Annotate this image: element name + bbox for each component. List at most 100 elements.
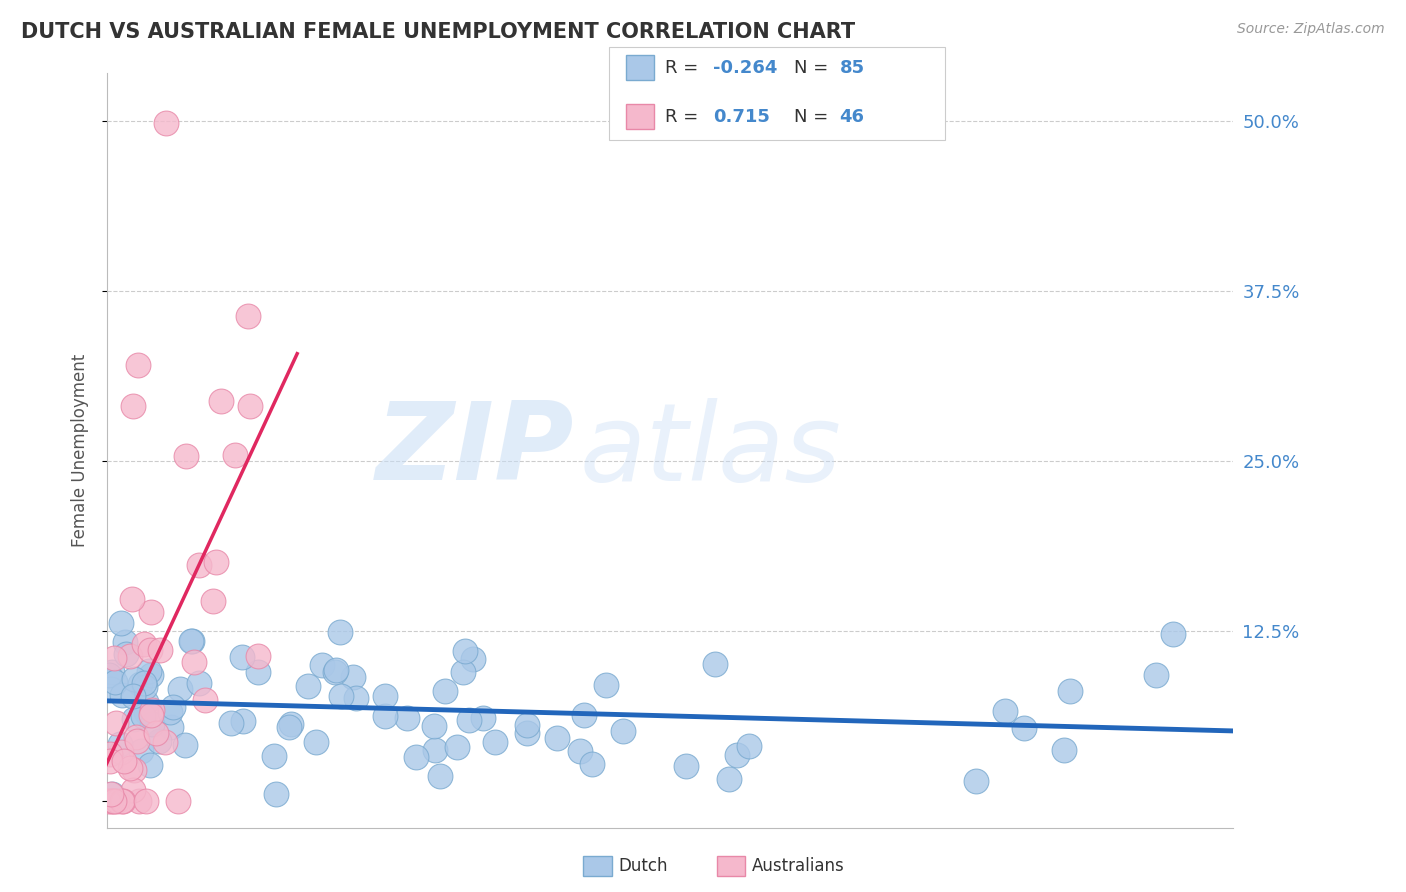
Point — [717, 772, 740, 786]
Point — [446, 740, 468, 755]
Point — [457, 713, 479, 727]
Point — [121, 399, 143, 413]
Point — [167, 794, 190, 808]
Text: R =: R = — [665, 59, 704, 77]
Point — [330, 690, 353, 704]
Point — [100, 681, 122, 696]
Point — [110, 616, 132, 631]
Point — [405, 749, 427, 764]
Point — [209, 394, 232, 409]
Point — [965, 773, 987, 788]
Point — [141, 717, 163, 731]
Point — [311, 657, 333, 672]
Text: Dutch: Dutch — [619, 857, 668, 875]
Point — [219, 716, 242, 731]
Point — [423, 743, 446, 757]
Point — [194, 693, 217, 707]
Point — [132, 708, 155, 723]
Point — [516, 718, 538, 732]
Point — [231, 650, 253, 665]
Point — [112, 754, 135, 768]
Point — [120, 761, 142, 775]
Point — [180, 633, 202, 648]
Point — [297, 679, 319, 693]
Point — [114, 635, 136, 649]
Point — [103, 651, 125, 665]
Point — [139, 757, 162, 772]
Point — [108, 737, 131, 751]
Point — [1144, 668, 1167, 682]
Point — [472, 711, 495, 725]
Point — [139, 708, 162, 723]
Point — [141, 703, 163, 717]
Point — [1053, 742, 1076, 756]
Point — [374, 708, 396, 723]
Point — [246, 665, 269, 679]
Point — [174, 449, 197, 463]
Point — [98, 754, 121, 768]
Point — [581, 757, 603, 772]
Point — [159, 706, 181, 720]
Point — [725, 747, 748, 762]
Point — [183, 655, 205, 669]
Point — [574, 708, 596, 723]
Point — [111, 688, 134, 702]
Point — [181, 633, 204, 648]
Point — [595, 677, 617, 691]
Text: 0.715: 0.715 — [713, 108, 769, 126]
Point — [188, 558, 211, 572]
Point — [738, 739, 761, 753]
Point — [100, 787, 122, 801]
Point — [187, 675, 209, 690]
Point — [100, 665, 122, 680]
Point — [124, 712, 146, 726]
Point — [612, 724, 634, 739]
Point — [105, 794, 128, 808]
Point — [124, 764, 146, 778]
Point — [423, 719, 446, 733]
Point — [704, 657, 727, 671]
Point — [128, 794, 150, 808]
Text: 85: 85 — [839, 59, 865, 77]
Point — [246, 649, 269, 664]
Point — [454, 644, 477, 658]
Point — [174, 738, 197, 752]
Point — [329, 625, 352, 640]
Point — [568, 744, 591, 758]
Point — [224, 449, 246, 463]
Point — [149, 642, 172, 657]
Point — [122, 689, 145, 703]
Point — [110, 745, 132, 759]
Point — [115, 648, 138, 662]
Point — [129, 744, 152, 758]
Point — [325, 665, 347, 680]
Point — [139, 605, 162, 619]
Point — [239, 399, 262, 413]
Point — [451, 665, 474, 680]
Point — [546, 731, 568, 745]
Point — [463, 651, 485, 665]
Point — [121, 591, 143, 606]
Point — [134, 681, 156, 695]
Point — [111, 794, 134, 808]
Point — [138, 665, 160, 679]
Point — [1163, 627, 1185, 641]
Point — [238, 309, 260, 323]
Point — [169, 682, 191, 697]
Point — [344, 690, 367, 705]
Point — [135, 794, 157, 808]
Text: atlas: atlas — [579, 398, 842, 503]
Point — [202, 594, 225, 608]
Point — [135, 706, 157, 720]
Text: N =: N = — [794, 59, 834, 77]
Point — [263, 748, 285, 763]
Point — [160, 720, 183, 734]
Point — [305, 735, 328, 749]
Text: ZIP: ZIP — [375, 398, 574, 503]
Point — [434, 684, 457, 698]
Point — [104, 715, 127, 730]
Point — [155, 116, 177, 130]
Point — [111, 794, 134, 808]
Point — [104, 675, 127, 690]
Point — [205, 556, 228, 570]
